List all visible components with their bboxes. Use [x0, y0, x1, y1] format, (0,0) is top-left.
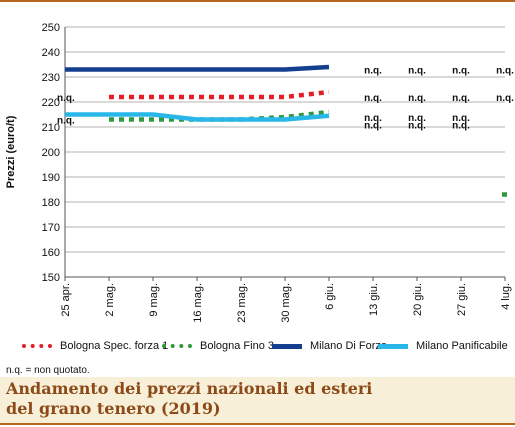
y-tick-label: 210: [42, 122, 60, 134]
legend-label-bologna-spec: Bologna Spec. forza 1: [60, 340, 169, 352]
nq-label-left: n.q.: [57, 93, 75, 104]
series-line-milano-panif: [65, 112, 330, 122]
nq-label: n.q.: [408, 93, 426, 104]
y-tick-label: 220: [42, 97, 60, 109]
nq-label: n.q.: [364, 93, 382, 104]
nq-footnote: n.q. = non quotato.: [6, 365, 90, 376]
x-tick-label: 30 mag.: [280, 283, 292, 323]
y-tick-label: 240: [42, 47, 60, 59]
legend-label-bologna-fino: Bologna Fino 3: [200, 340, 274, 352]
y-tick-label: 230: [42, 72, 60, 84]
legend-swatch-milano-panif: [378, 343, 408, 349]
nq-label: n.q.: [364, 66, 382, 77]
nq-label: n.q.: [364, 121, 382, 132]
x-tick-label: 6 giu.: [324, 283, 336, 310]
y-tick-label: 250: [42, 22, 60, 34]
x-tick-label: 13 giu.: [368, 283, 380, 316]
caption-box: Andamento dei prezzi nazionali ed esteri…: [0, 377, 515, 423]
nq-label: n.q.: [408, 113, 426, 124]
x-tick-label: 2 mag.: [104, 283, 116, 317]
nq-label: n.q.: [452, 93, 470, 104]
legend-item-milano-forza: Milano Di Forza: [272, 340, 387, 352]
y-tick-label: 160: [42, 247, 60, 259]
chart-caption: Andamento dei prezzi nazionali ed esteri…: [6, 379, 372, 419]
bottom-rule: [0, 423, 515, 425]
y-tick-label: 180: [42, 197, 60, 209]
x-tick-label: 4 lug.: [500, 283, 512, 310]
y-tick-label: 200: [42, 147, 60, 159]
legend-item-bologna-fino: Bologna Fino 3: [162, 340, 274, 352]
x-tick-label: 27 giu.: [456, 283, 468, 316]
nq-label-left: n.q.: [57, 116, 75, 127]
y-tick-label: 190: [42, 172, 60, 184]
x-tick-label: 16 mag.: [192, 283, 204, 323]
nq-label: n.q.: [496, 66, 514, 77]
legend-label-milano-forza: Milano Di Forza: [310, 340, 388, 352]
caption-line-2: del grano tenero (2019): [6, 399, 221, 418]
nq-label: n.q.: [408, 66, 426, 77]
nq-label: n.q.: [452, 66, 470, 77]
nq-label: n.q.: [408, 121, 426, 132]
caption-line-1: Andamento dei prezzi nazionali ed esteri: [6, 379, 373, 398]
top-rule: [0, 0, 515, 2]
legend-swatch-bologna-fino: [162, 344, 192, 348]
x-tick-label: 20 giu.: [412, 283, 424, 316]
legend-item-bologna-spec: Bologna Spec. forza 1: [22, 340, 168, 352]
legend-item-milano-panif: Milano Panificabile: [378, 340, 508, 352]
series-line-milano-forza: [65, 64, 330, 72]
y-tick-label: 150: [42, 272, 60, 284]
nq-label: n.q.: [452, 113, 470, 124]
y-axis-title: Prezzi (euro/t): [5, 115, 17, 188]
price-line-chart: 150 160 170 180 190 200 210 220 230 240 250 Prezzi …: [5, 22, 514, 323]
x-tick-label: 9 mag.: [148, 283, 160, 317]
x-tick-label: 23 mag.: [236, 283, 248, 323]
series-line-bologna-spec: [109, 89, 330, 100]
nq-label: n.q.: [364, 113, 382, 124]
nq-label: n.q.: [452, 121, 470, 132]
legend-swatch-milano-forza: [272, 343, 302, 349]
y-tick-label: 170: [42, 222, 60, 234]
chart-legend: Bologna Spec. forza 1 Bologna Fino 3 Mil…: [0, 340, 515, 360]
legend-swatch-bologna-spec: [22, 344, 52, 348]
legend-label-milano-panif: Milano Panificabile: [416, 340, 508, 352]
nq-label: n.q.: [496, 93, 514, 104]
x-tick-label: 25 apr.: [60, 283, 72, 317]
